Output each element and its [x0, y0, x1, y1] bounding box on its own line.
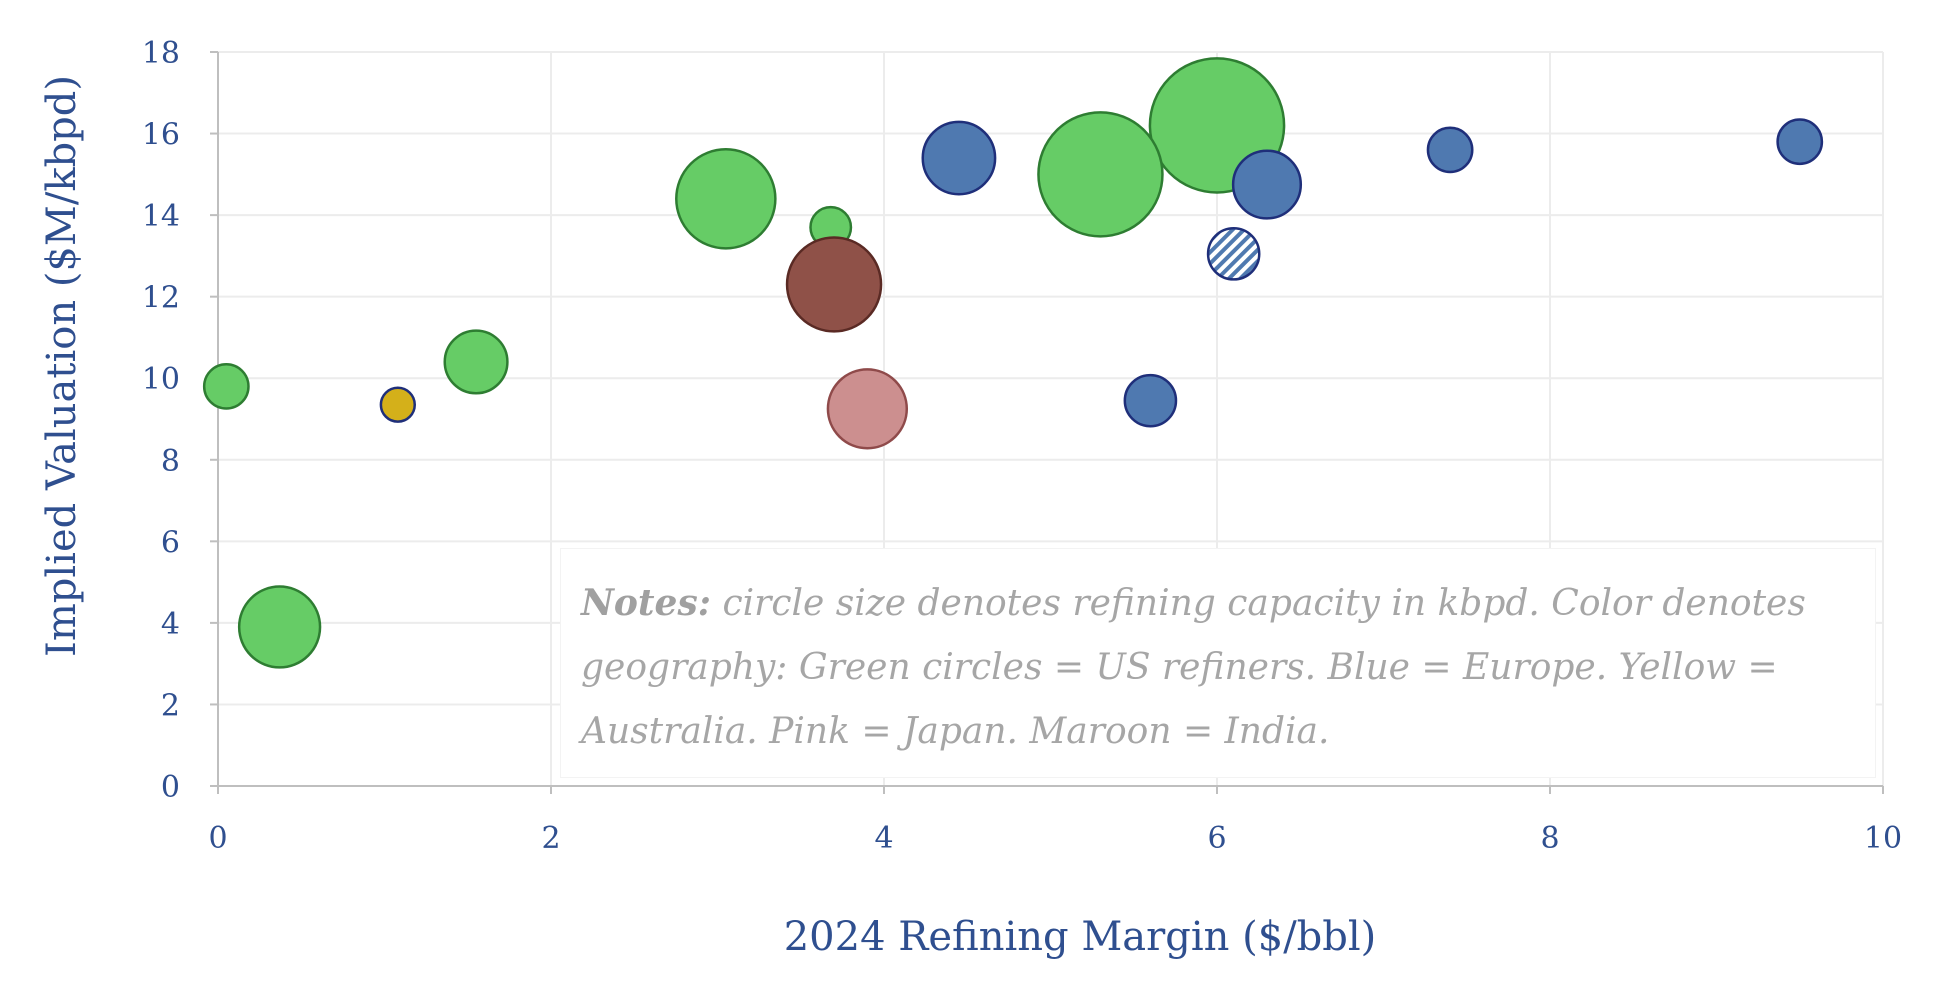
y-tick-label: 4	[161, 607, 180, 642]
bubble-india	[785, 236, 883, 333]
x-tick-label: 6	[1207, 821, 1226, 856]
bubble-japan	[826, 368, 909, 450]
y-tick-label: 12	[142, 281, 180, 316]
x-tick-label: 4	[874, 821, 893, 856]
bubble-europe	[921, 120, 997, 196]
bubble-europe	[1776, 118, 1824, 166]
y-tick-label: 18	[142, 36, 180, 71]
bubble-europe	[1426, 126, 1474, 174]
y-tick-label: 16	[142, 118, 180, 153]
y-tick-label: 6	[161, 525, 180, 560]
bubbles	[202, 57, 1824, 669]
bubble-europe	[1206, 227, 1261, 281]
y-axis-title: Implied Valuation ($M/kbpd)	[39, 75, 85, 657]
notes-label: Notes:	[581, 582, 712, 624]
tick-labels: 0 2 4 6 8 10 12 14 16 18 0 2 4 6 8 10	[142, 36, 1902, 856]
bubble-europe	[1123, 373, 1178, 428]
x-tick-label: 8	[1540, 821, 1559, 856]
x-tick-label: 2	[541, 821, 560, 856]
y-tick-label: 2	[161, 688, 180, 723]
x-tick-label: 0	[208, 821, 227, 856]
y-tick-label: 0	[161, 770, 180, 805]
bubble-us	[443, 329, 509, 395]
bubble-us	[1037, 111, 1164, 238]
bubble-europe	[1231, 149, 1303, 220]
bubble-us	[202, 362, 250, 410]
x-tick-label: 10	[1864, 821, 1902, 856]
y-tick-label: 8	[161, 444, 180, 479]
axes	[210, 51, 1884, 794]
chart-notes: Notes: circle size denotes refining capa…	[560, 548, 1876, 778]
y-tick-label: 10	[142, 362, 180, 397]
bubble-us	[237, 585, 322, 669]
notes-text: circle size denotes refining capacity in…	[581, 583, 1806, 752]
y-tick-label: 14	[142, 199, 180, 234]
bubble-us	[675, 148, 777, 250]
bubble-australia	[379, 386, 416, 423]
x-axis-title: 2024 Refining Margin ($/bbl)	[784, 914, 1377, 960]
